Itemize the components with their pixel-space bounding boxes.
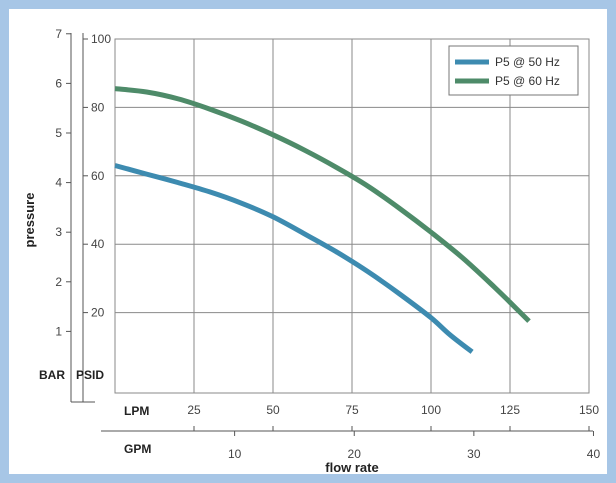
psid-tick-label-20: 20 <box>91 306 105 320</box>
x-unit-gpm: GPM <box>124 442 151 456</box>
gpm-tick-label-40: 40 <box>587 447 601 461</box>
gpm-tick-label-30: 30 <box>467 447 481 461</box>
bar-tick-label-3: 3 <box>55 225 62 239</box>
y-unit-psid: PSID <box>76 368 104 382</box>
psid-tick-label-40: 40 <box>91 237 105 251</box>
gpm-tick-label-20: 20 <box>348 447 362 461</box>
series-lines <box>114 86 531 354</box>
gpm-tick-label-10: 10 <box>228 447 242 461</box>
lpm-tick-label-25: 25 <box>187 403 201 417</box>
legend-label-50hz: P5 @ 50 Hz <box>495 55 560 69</box>
grid-lines <box>114 38 590 394</box>
x-unit-lpm: LPM <box>124 404 149 418</box>
legend-box <box>448 45 579 96</box>
series-line-60hz <box>114 86 531 323</box>
lpm-tick-label-125: 125 <box>500 403 520 417</box>
y-unit-bar: BAR <box>39 368 65 382</box>
lpm-tick-label-50: 50 <box>266 403 280 417</box>
bar-tick-label-7: 7 <box>55 27 62 41</box>
series-line-50hz <box>114 163 474 354</box>
psid-tick-label-100: 100 <box>91 32 111 46</box>
lpm-tick-label-150: 150 <box>579 403 599 417</box>
pump-curve-chart: 1 2 3 4 5 6 7 20 40 60 80 100 25 50 75 100 125 150 10 20 30 4… <box>22 27 600 474</box>
lpm-tick-label-100: 100 <box>421 403 441 417</box>
psid-tick-label-80: 80 <box>91 100 105 114</box>
bar-tick-label-5: 5 <box>55 126 62 140</box>
legend-label-60hz: P5 @ 60 Hz <box>495 74 560 88</box>
bar-tick-label-6: 6 <box>55 76 62 90</box>
bar-tick-label-4: 4 <box>55 176 62 190</box>
psid-tick-label-60: 60 <box>91 169 105 183</box>
y-axis-title: pressure <box>22 193 37 248</box>
axes <box>66 33 594 436</box>
bar-tick-label-2: 2 <box>55 275 62 289</box>
x-axis-title: flow rate <box>325 460 378 474</box>
legend: P5 @ 50 Hz P5 @ 60 Hz <box>448 45 579 96</box>
lpm-tick-label-75: 75 <box>345 403 359 417</box>
tick-labels: 1 2 3 4 5 6 7 20 40 60 80 100 25 50 75 100 125 150 10 20 30 4… <box>55 27 600 461</box>
bar-tick-label-1: 1 <box>55 324 62 338</box>
